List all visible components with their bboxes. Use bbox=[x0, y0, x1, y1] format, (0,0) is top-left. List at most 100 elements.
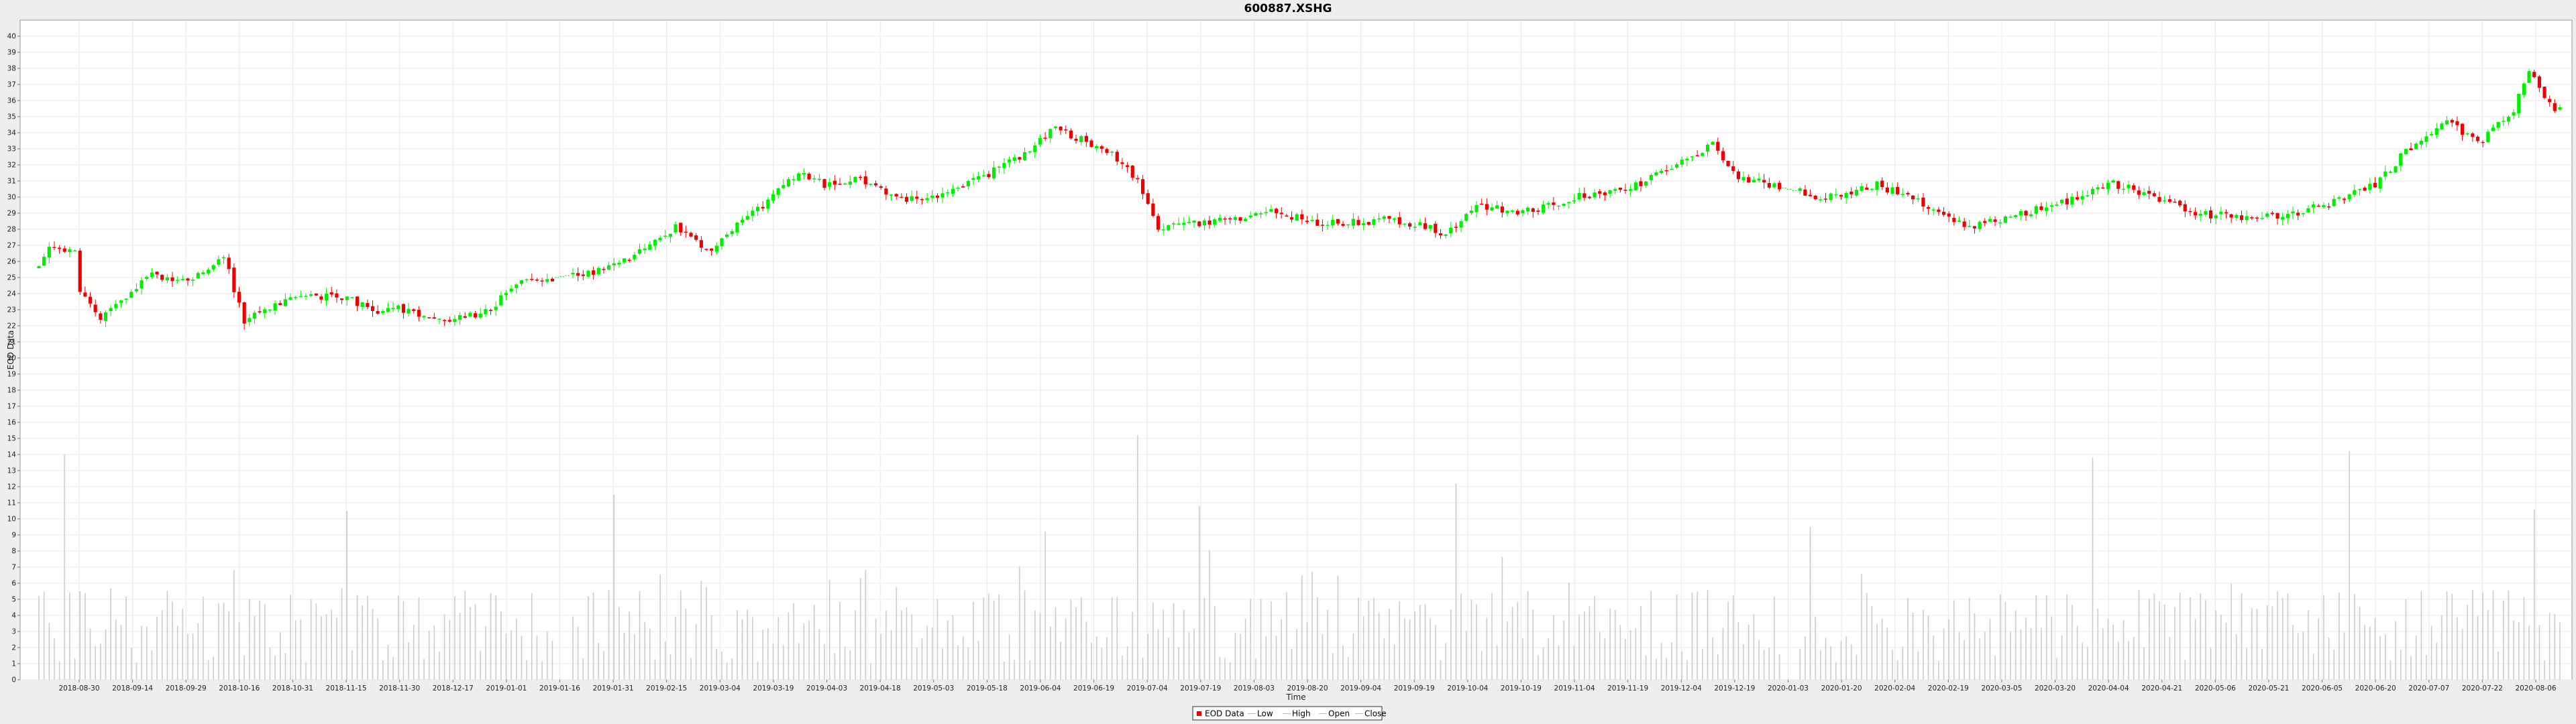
candle-body bbox=[329, 292, 333, 295]
candle-body bbox=[859, 176, 863, 178]
candle-body bbox=[2383, 171, 2387, 177]
candle-body bbox=[807, 174, 811, 180]
candle-body bbox=[1849, 191, 1854, 194]
candle-body bbox=[432, 317, 436, 319]
candle-body bbox=[376, 311, 380, 314]
y-tick-label: 11 bbox=[7, 499, 16, 507]
candle-body bbox=[2502, 121, 2506, 122]
candle-body bbox=[1731, 166, 1735, 171]
x-tick-label: 2020-01-20 bbox=[1821, 684, 1862, 692]
candle-body bbox=[191, 279, 195, 281]
candle-body bbox=[981, 175, 985, 177]
candle-body bbox=[2270, 213, 2274, 215]
candle-body bbox=[951, 188, 955, 194]
candle-body bbox=[37, 265, 41, 269]
y-tick-label: 36 bbox=[7, 97, 17, 105]
candle-body bbox=[1459, 221, 1463, 228]
candle-body bbox=[1674, 164, 1679, 168]
candle-body bbox=[1269, 209, 1273, 212]
candle-body bbox=[1105, 149, 1109, 154]
candle-body bbox=[1854, 190, 1859, 196]
candle-body bbox=[2475, 136, 2480, 141]
candle-body bbox=[766, 199, 770, 209]
y-tick-label: 30 bbox=[7, 194, 16, 202]
candle-body bbox=[170, 277, 174, 282]
candle-body bbox=[124, 298, 128, 300]
candle-body bbox=[2019, 210, 2023, 216]
candle-body bbox=[1177, 223, 1181, 225]
candle-body bbox=[1875, 181, 1879, 190]
candle-body bbox=[2090, 188, 2095, 194]
y-tick-label: 20 bbox=[7, 355, 16, 363]
y-tick-label: 26 bbox=[7, 258, 17, 266]
x-tick-label: 2019-06-04 bbox=[1020, 684, 1061, 692]
candle-body bbox=[2296, 213, 2300, 216]
candle-body bbox=[1711, 141, 1715, 145]
legend-item: High bbox=[1292, 709, 1311, 719]
candle-body bbox=[160, 275, 164, 280]
candle-body bbox=[735, 223, 739, 233]
candle-body bbox=[843, 183, 847, 185]
candle-body bbox=[771, 194, 775, 201]
candle-body bbox=[802, 172, 806, 175]
candle-body bbox=[201, 272, 205, 275]
candle-body bbox=[1407, 223, 1412, 227]
candle-body bbox=[1002, 163, 1006, 168]
candle-body bbox=[2316, 205, 2320, 207]
candle-body bbox=[2301, 213, 2305, 215]
candle-body bbox=[1182, 223, 1186, 225]
candle-body bbox=[1829, 193, 1833, 200]
candle-body bbox=[1716, 141, 1720, 151]
candle-body bbox=[889, 194, 894, 196]
x-tick-label: 2020-05-21 bbox=[2248, 684, 2289, 692]
candle-body bbox=[99, 313, 103, 320]
candle-body bbox=[2059, 199, 2064, 204]
candle-body bbox=[1012, 157, 1016, 161]
candle-body bbox=[2045, 207, 2049, 211]
candle-body bbox=[2111, 180, 2115, 183]
candle-body bbox=[1444, 234, 1448, 236]
candle-body bbox=[689, 233, 693, 237]
candle-body bbox=[355, 296, 360, 306]
candle-body bbox=[1264, 212, 1268, 213]
candle-body bbox=[386, 308, 390, 312]
candle-body bbox=[283, 299, 287, 306]
candle-body bbox=[2326, 206, 2331, 208]
candle-body bbox=[1803, 189, 1807, 196]
candle-body bbox=[1218, 217, 1222, 221]
candle-body bbox=[2173, 201, 2177, 203]
candle-body bbox=[1089, 140, 1093, 147]
candle-body bbox=[525, 279, 529, 281]
candle-body bbox=[1603, 192, 1607, 196]
candle-body bbox=[1161, 229, 1165, 231]
candle-body bbox=[1033, 145, 1037, 152]
y-tick-label: 0 bbox=[11, 676, 16, 684]
candle-body bbox=[1834, 194, 1838, 196]
candle-body bbox=[833, 180, 837, 185]
candle-body bbox=[1741, 177, 1746, 181]
x-tick-label: 2019-05-03 bbox=[913, 684, 954, 692]
candle-body bbox=[258, 311, 262, 313]
candle-body bbox=[1434, 223, 1438, 233]
candle-body bbox=[2558, 107, 2562, 110]
candle-body bbox=[1151, 203, 1155, 217]
y-tick-label: 15 bbox=[7, 435, 16, 443]
candle-body bbox=[248, 318, 252, 322]
candle-body bbox=[1392, 218, 1397, 220]
candle-body bbox=[1331, 220, 1335, 226]
candle-body bbox=[2506, 117, 2511, 122]
candle-body bbox=[1613, 188, 1617, 191]
candle-body bbox=[1490, 207, 1494, 210]
candle-body bbox=[1505, 210, 1509, 214]
candle-body bbox=[1372, 219, 1376, 225]
candle-body bbox=[447, 320, 451, 322]
y-tick-label: 34 bbox=[7, 129, 17, 137]
candle-body bbox=[2250, 217, 2254, 219]
candle-body bbox=[2014, 215, 2018, 217]
candle-body bbox=[1870, 188, 1874, 190]
x-tick-label: 2019-12-19 bbox=[1714, 684, 1755, 692]
candle-body bbox=[309, 294, 313, 296]
candle-body bbox=[2275, 213, 2279, 219]
candle-body bbox=[1968, 225, 1972, 227]
candle-body bbox=[484, 309, 488, 314]
